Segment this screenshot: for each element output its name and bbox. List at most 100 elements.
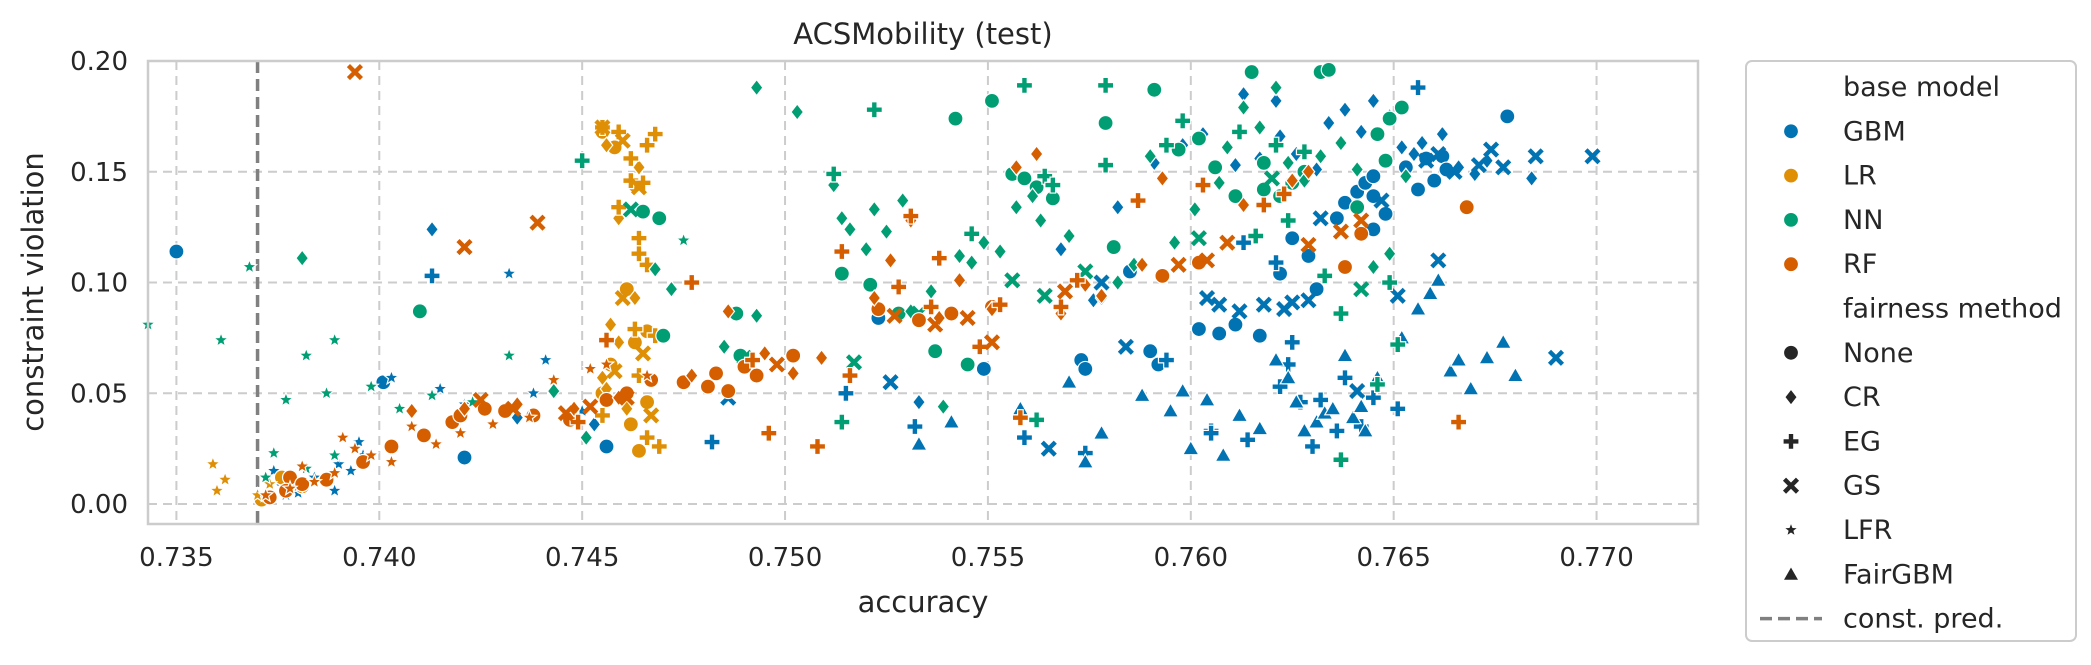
data-point-nn-lfr: [240, 257, 259, 275]
data-point-nn-cr: [1333, 133, 1348, 152]
data-point-rf-lfr: [325, 463, 344, 481]
data-point-rf-lfr: [545, 370, 563, 388]
data-point-rf-gs: [1056, 283, 1074, 300]
data-point-rf-gs: [927, 316, 944, 333]
data-point-gbm-gs: [1093, 274, 1110, 291]
data-point-nn-eg: [1332, 304, 1350, 323]
data-point-rf-none: [1336, 258, 1354, 276]
legend-label-lfr: LFR: [1843, 515, 1892, 546]
x-axis-title: accuracy: [858, 585, 989, 619]
data-point-gbm-fairgbm: [1250, 419, 1269, 436]
data-point-nn-lfr: [500, 346, 518, 364]
data-point-nn-cr: [1212, 173, 1227, 192]
data-point-rf-eg: [971, 338, 989, 356]
data-point-gbm-eg: [1015, 429, 1034, 447]
plot-frame: [146, 59, 1700, 526]
chart-title: ACSMobility (test): [793, 17, 1052, 51]
data-point-rf-none: [943, 305, 960, 322]
data-point-nn-cr: [993, 242, 1008, 261]
data-point-nn-none: [1016, 170, 1033, 187]
data-point-rf-gs: [1332, 223, 1349, 240]
data-point-rf-none: [1458, 199, 1475, 216]
data-point-rf-eg: [808, 437, 827, 456]
data-point-nn-cr: [579, 428, 594, 447]
data-point-rf-eg: [1068, 271, 1086, 289]
data-point-rf-lfr: [305, 472, 324, 490]
data-point-rf-lfr: [638, 366, 656, 383]
legend: base model GBM LR NN RF fairness method None CR…: [1745, 60, 2077, 642]
data-point-nn-gs: [1004, 272, 1021, 289]
legend-marker-lr: [1782, 167, 1800, 184]
data-point-lr-cr: [619, 399, 634, 418]
legend-title-base-model: base model: [1843, 72, 2000, 103]
data-point-gbm-eg: [837, 384, 855, 402]
data-point-lr-eg: [622, 149, 640, 168]
data-point-gbm-none: [1227, 316, 1244, 333]
data-point-nn-eg: [1157, 136, 1176, 154]
data-point-gbm-eg: [423, 267, 441, 285]
data-point-gbm-eg: [1303, 437, 1322, 456]
data-point-gbm-fairgbm: [1161, 401, 1180, 418]
data-point-gbm-fairgbm: [1060, 373, 1079, 389]
data-point-rf-gs: [768, 356, 785, 373]
data-point-gbm-none: [598, 438, 615, 455]
data-point-rf-gs: [618, 389, 635, 406]
data-point-gbm-gs: [1198, 289, 1216, 307]
data-point-nn-gs: [622, 201, 639, 218]
data-point-nn-cr: [1382, 244, 1397, 263]
data-point-nn-cr: [1143, 147, 1158, 166]
data-point-gbm-cr: [425, 220, 440, 239]
data-point-nn-none: [651, 210, 668, 227]
data-point-gbm-eg: [1234, 234, 1253, 252]
data-point-lr-lfr: [204, 455, 222, 472]
data-point-gbm-gs: [1446, 163, 1463, 180]
data-point-gbm-none: [1365, 168, 1382, 185]
data-point-nn-none: [1393, 99, 1410, 116]
data-point-nn-none: [634, 203, 652, 220]
data-point-gbm-fairgbm: [1449, 350, 1468, 367]
data-point-lr-lfr: [216, 470, 234, 488]
data-point-nn-cr: [1252, 118, 1267, 137]
data-point-nn-cr: [295, 249, 310, 268]
data-point-gbm-gs: [1117, 338, 1134, 355]
data-points: [139, 61, 1601, 508]
data-point-lr-eg: [638, 136, 656, 154]
data-point-rf-gs: [983, 334, 1001, 351]
data-point-rf-lfr: [256, 486, 275, 503]
data-point-gbm-eg: [1336, 369, 1354, 387]
data-point-gbm-none: [975, 360, 992, 378]
x-tick-label: 0.740: [342, 543, 416, 573]
data-point-nn-gs: [1263, 170, 1281, 187]
data-point-lr-gs: [614, 132, 631, 149]
data-point-lr-eg: [638, 429, 656, 447]
data-point-gbm-gs: [1255, 296, 1272, 313]
data-point-rf-lfr: [581, 359, 600, 377]
data-point-rf-gs: [1300, 236, 1317, 253]
data-point-rf-cr: [883, 251, 898, 270]
data-point-rf-none: [415, 427, 433, 444]
data-point-rf-eg: [1129, 191, 1147, 210]
data-point-rf-eg: [841, 366, 859, 385]
data-point-gbm-lfr: [342, 461, 360, 479]
data-point-lr-eg: [622, 172, 640, 190]
data-point-lr-gs: [614, 289, 631, 307]
data-point-rf-none: [707, 365, 725, 382]
data-point-gbm-fairgbm: [1461, 379, 1480, 396]
data-point-lr-eg: [646, 125, 664, 143]
data-point-rf-cr: [1009, 158, 1024, 177]
data-point-nn-none: [959, 356, 976, 373]
data-point-rf-lfr: [382, 452, 401, 470]
data-point-nn-lfr: [325, 446, 344, 463]
data-point-nn-cr: [1236, 98, 1251, 117]
data-point-nn-cr: [1167, 233, 1182, 252]
data-point-nn-lfr: [317, 384, 336, 401]
data-point-rf-gs: [1198, 252, 1216, 269]
legend-marker-none: [1782, 344, 1800, 361]
data-point-nn-cr: [546, 382, 561, 401]
data-point-gbm-gs: [1418, 152, 1435, 169]
data-point-rf-cr: [757, 344, 772, 363]
legend-marker-gbm: [1782, 123, 1800, 140]
x-tick-label: 0.770: [1559, 543, 1633, 573]
data-point-nn-none: [1255, 154, 1272, 172]
data-point-nn-none: [1320, 61, 1337, 78]
